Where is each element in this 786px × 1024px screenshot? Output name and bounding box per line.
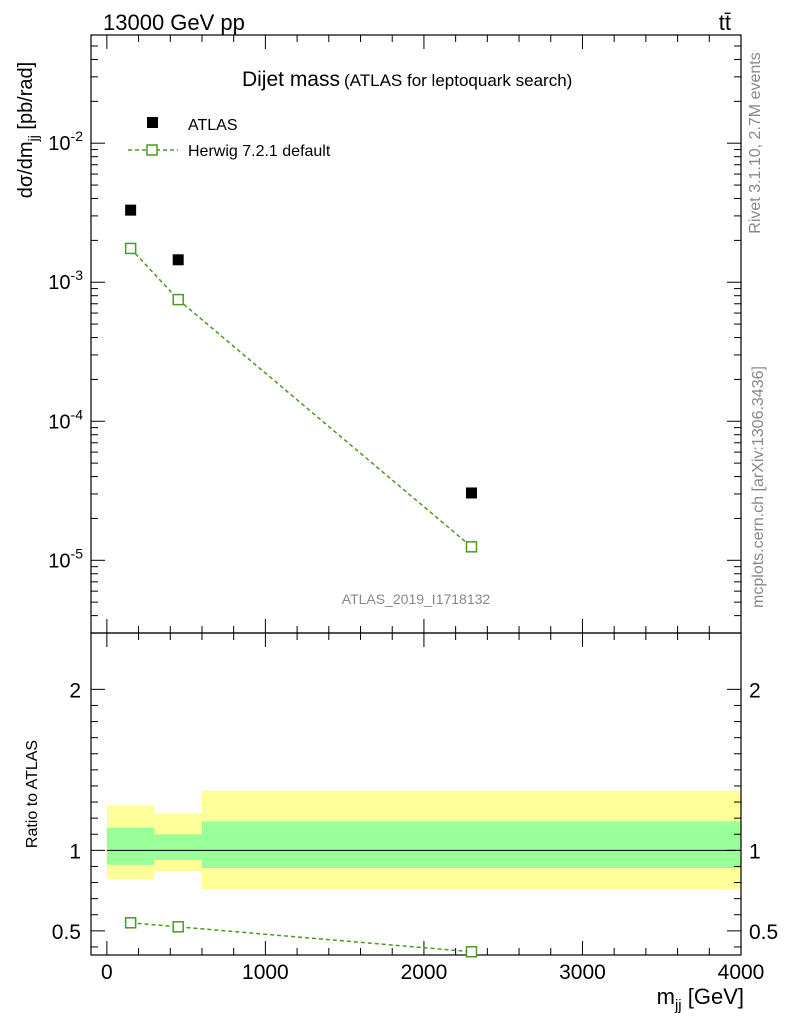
- legend-atlas-label: ATLAS: [188, 117, 238, 134]
- herwig-main-point: [465, 541, 478, 553]
- main-ytick-label: 10-4: [48, 406, 83, 433]
- main-panel: 10-5 10-4 10-3 10-2 Dijet mass (ATLAS for l…: [15, 34, 742, 634]
- main-ytick-label: 10-3: [48, 267, 83, 294]
- header-left-label: 13000 GeV pp: [103, 10, 245, 35]
- main-ytick-label: 10-5: [48, 545, 83, 572]
- legend-herwig-marker: [146, 144, 158, 156]
- herwig-ratio-line: [130, 922, 472, 953]
- legend-atlas-marker: [147, 117, 158, 128]
- herwig-main-line: [130, 247, 472, 548]
- ratio-band-stat-uncertainty: [201, 821, 742, 869]
- ratio-ytick-label-left: 1: [69, 840, 81, 863]
- ratio-ytick-label-right: 2: [749, 679, 761, 702]
- main-ylabel: dσ/dmjj [pb/rad]: [15, 62, 41, 198]
- ratio-frame: [90, 632, 742, 956]
- analysis-watermark: ATLAS_2019_I1718132: [342, 591, 491, 607]
- ratio-ticks: 0.5 0.5 1 1 2 2 0 1000 2000 3000 4000: [52, 633, 778, 984]
- ratio-panel: 0.5 0.5 1 1 2 2 0 1000 2000 3000 4000 Ratio to ATL…: [24, 632, 778, 1014]
- main-ytick-label: 10-2: [48, 128, 83, 155]
- legend-herwig-label: Herwig 7.2.1 default: [188, 143, 331, 160]
- atlas-main-point: [172, 254, 184, 266]
- ratio-xtick-label: 4000: [718, 961, 765, 984]
- ratio-xtick-label: 1000: [242, 961, 289, 984]
- atlas-main-point: [465, 487, 477, 499]
- herwig-main-point: [124, 242, 137, 255]
- herwig-ratio-point: [124, 917, 137, 929]
- atlas-main-point: [125, 204, 137, 216]
- main-ticks: 10-5 10-4 10-3 10-2: [48, 34, 742, 634]
- ratio-xtick-label: 3000: [559, 961, 606, 984]
- ratio-ytick-label-right: 0.5: [749, 921, 778, 944]
- ratio-band-stat-uncertainty: [154, 834, 202, 861]
- header-right-label: tt̄: [719, 10, 731, 35]
- herwig-ratio-point: [172, 921, 184, 933]
- ratio-band-stat-uncertainty: [106, 827, 155, 865]
- ratio-ytick-label-left: 0.5: [52, 921, 81, 944]
- herwig-main-point: [172, 293, 184, 306]
- ratio-ytick-label-left: 2: [69, 679, 81, 702]
- legend: ATLAS Herwig 7.2.1 default: [128, 117, 331, 160]
- main-marks: [124, 204, 478, 553]
- mcplots-label: mcplots.cern.ch [arXiv:1306.3436]: [750, 366, 767, 608]
- chart-title: Dijet mass: [242, 68, 340, 91]
- ratio-marks: [124, 917, 478, 958]
- chart-subtitle: (ATLAS for leptoquark search): [344, 71, 572, 90]
- ratio-xtick-label: 2000: [401, 961, 448, 984]
- ratio-xlabel: mjj [GeV]: [657, 984, 744, 1014]
- herwig-ratio-point: [465, 946, 478, 958]
- ratio-ylabel: Ratio to ATLAS: [24, 740, 41, 848]
- rivet-version-label: Rivet 3.1.10, 2.7M events: [747, 52, 764, 233]
- ratio-xtick-label: 0: [101, 961, 113, 984]
- ratio-bands: [106, 790, 742, 889]
- ratio-ytick-label-right: 1: [749, 840, 761, 863]
